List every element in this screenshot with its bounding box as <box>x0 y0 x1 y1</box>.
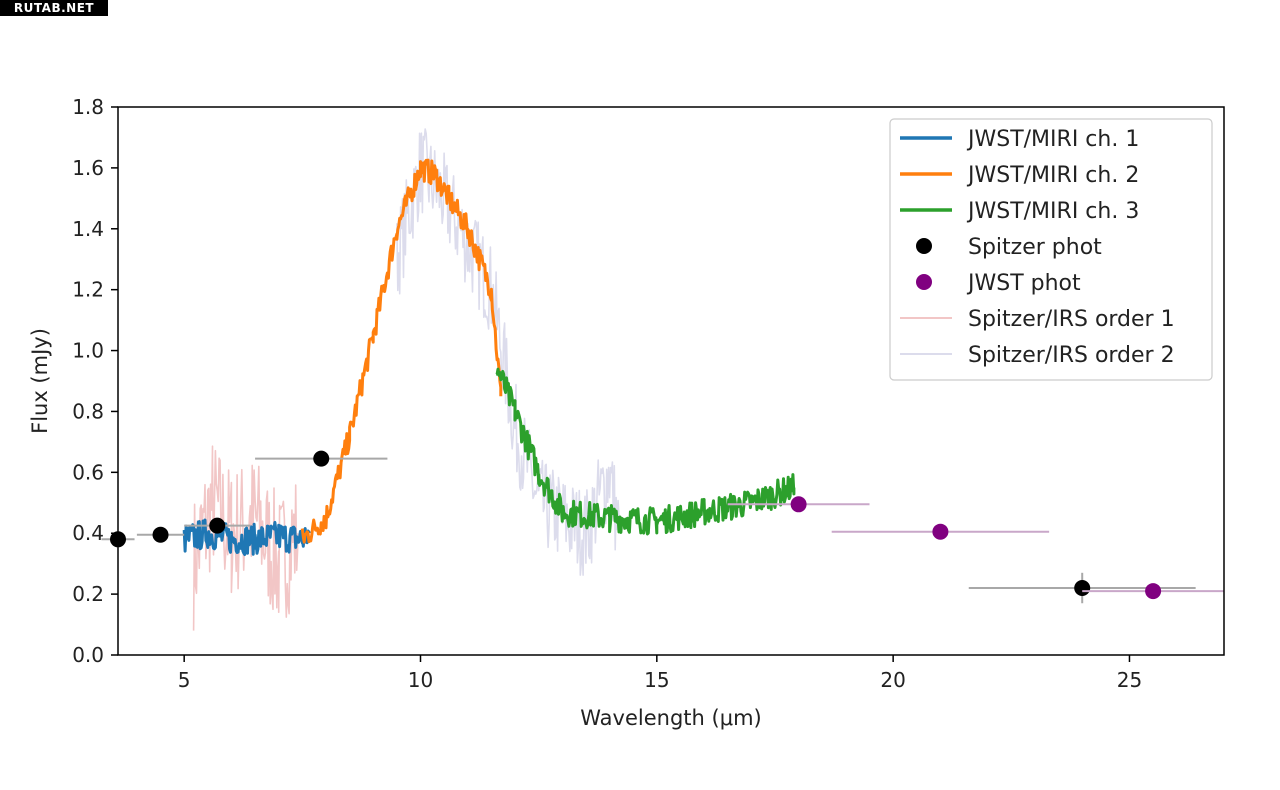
data-point-jwst-phot <box>727 496 870 513</box>
marker <box>209 517 226 534</box>
series-line-jwst-miri-ch-1 <box>182 518 311 556</box>
legend-item-spitzer-phot: Spitzer phot <box>916 235 1102 260</box>
data-point-jwst-phot <box>831 523 1050 540</box>
series-line-jwst-miri-ch-3 <box>495 367 796 536</box>
plot-frame <box>117 106 1225 656</box>
y-tick-label: 1.2 <box>72 278 104 302</box>
legend-label: Spitzer phot <box>968 235 1102 260</box>
x-tick-label: 15 <box>644 668 669 692</box>
legend-item-jwst-phot: JWST phot <box>916 271 1081 296</box>
data-point-spitzer-phot <box>255 450 388 467</box>
legend-box <box>889 118 1213 381</box>
x-axis: 5 10 15 20 25 <box>178 655 1142 692</box>
data-point-spitzer-phot <box>968 572 1196 604</box>
marker <box>790 496 807 513</box>
marker <box>932 523 949 540</box>
data-point-jwst-phot <box>1082 583 1224 600</box>
legend-label: JWST phot <box>966 271 1081 296</box>
series-line-jwst-miri-ch-2 <box>300 158 503 544</box>
plot-series <box>101 128 1224 631</box>
legend-item-jwst-miri-ch-2: JWST/MIRI ch. 2 <box>900 163 1139 188</box>
x-tick-label: 10 <box>408 668 433 692</box>
y-tick-label: 0.8 <box>72 399 104 423</box>
legend-label: Spitzer/IRS order 1 <box>968 307 1175 332</box>
legend-label: Spitzer/IRS order 2 <box>968 343 1175 368</box>
marker <box>313 450 330 467</box>
x-tick-label: 5 <box>178 668 191 692</box>
marker <box>1145 583 1162 600</box>
legend: JWST/MIRI ch. 1 JWST/MIRI ch. 2 JWST/MIRI … <box>889 118 1213 381</box>
legend-item-spitzer-irs-order-2: Spitzer/IRS order 2 <box>900 343 1175 368</box>
legend-marker <box>916 274 932 290</box>
legend-item-jwst-miri-ch-1: JWST/MIRI ch. 1 <box>900 127 1139 152</box>
marker <box>1074 580 1091 597</box>
y-axis: 0.0 0.2 0.4 0.6 0.8 1.0 1.2 1.4 1.6 1.8 <box>72 95 118 667</box>
y-tick-label: 1.8 <box>72 95 104 119</box>
legend-label: JWST/MIRI ch. 3 <box>966 199 1139 224</box>
legend-marker <box>916 238 932 254</box>
y-tick-label: 0.4 <box>72 521 104 545</box>
y-tick-label: 0.2 <box>72 582 104 606</box>
x-axis-title: Wavelength (μm) <box>580 706 761 730</box>
x-tick-label: 20 <box>880 668 905 692</box>
legend-item-jwst-miri-ch-3: JWST/MIRI ch. 3 <box>900 199 1139 224</box>
watermark: RUTAB.NET <box>0 0 108 16</box>
series-line-spitzer-irs-order-2 <box>396 128 620 576</box>
y-tick-label: 0.0 <box>72 643 104 667</box>
y-axis-title: Flux (mJy) <box>28 328 52 434</box>
legend-label: JWST/MIRI ch. 2 <box>966 163 1139 188</box>
marker <box>152 526 169 543</box>
data-point-spitzer-phot <box>136 526 185 543</box>
data-point-spitzer-phot <box>184 517 251 534</box>
y-tick-label: 1.0 <box>72 339 104 363</box>
legend-item-spitzer-irs-order-1: Spitzer/IRS order 1 <box>900 307 1175 332</box>
y-tick-label: 1.4 <box>72 217 104 241</box>
y-tick-label: 0.6 <box>72 460 104 484</box>
x-tick-label: 25 <box>1117 668 1142 692</box>
y-tick-label: 1.6 <box>72 156 104 180</box>
legend-label: JWST/MIRI ch. 1 <box>966 127 1139 152</box>
